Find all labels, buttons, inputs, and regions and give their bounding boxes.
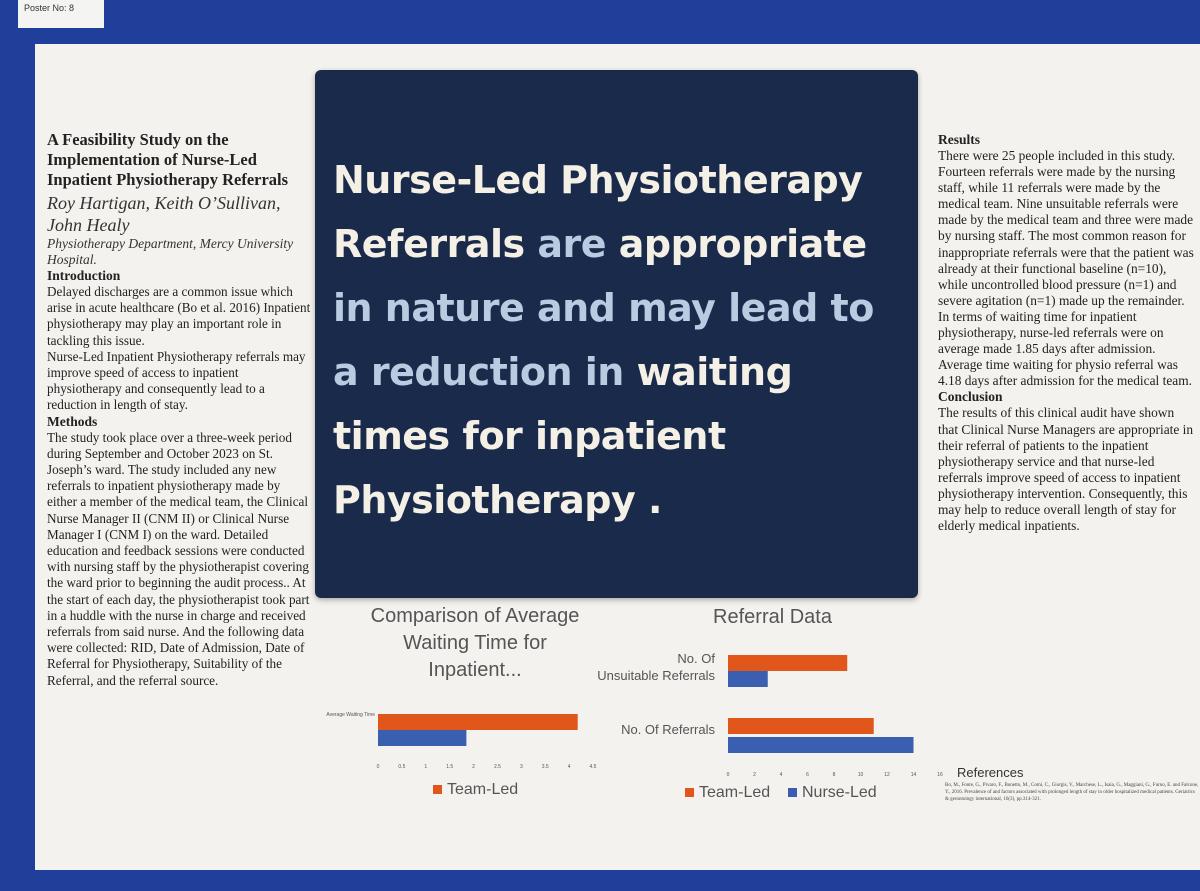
category-label: Average Waiting Time — [326, 712, 375, 718]
x-tick-label: 16 — [937, 772, 943, 778]
left-sections: Introduction Delayed discharges are a com… — [47, 268, 312, 689]
x-tick-label: 0 — [727, 772, 730, 778]
x-tick-label: 6 — [806, 772, 809, 778]
category-label: No. Of Referrals — [621, 722, 715, 737]
x-tick-label: 10 — [858, 772, 864, 778]
paragraph: There were 25 people included in this st… — [938, 148, 1194, 389]
headline-panel — [315, 70, 918, 598]
section-heading: Results — [938, 132, 981, 147]
x-tick-label: 2.5 — [494, 764, 501, 770]
legend-label: Team-Led — [699, 784, 770, 801]
x-tick-label: 1.5 — [446, 764, 453, 770]
x-tick-label: 4 — [568, 764, 571, 770]
headline-segment: are — [537, 222, 606, 266]
poster-number: Poster No: 8 — [18, 0, 104, 28]
bar — [378, 714, 578, 730]
authors: Roy Hartigan, Keith O’Sullivan, John Hea… — [47, 193, 281, 235]
section-heading: Conclusion — [938, 389, 1003, 405]
section-heading: Introduction — [47, 268, 121, 283]
bar — [728, 737, 914, 753]
x-tick-label: 0.5 — [398, 764, 405, 770]
bar — [728, 655, 848, 671]
x-tick-label: 4.5 — [590, 764, 597, 770]
legend-label: Nurse-Led — [802, 784, 877, 801]
x-tick-label: 2 — [472, 764, 475, 770]
category-label: No. Of Unsuitable Referrals — [597, 651, 715, 683]
affiliation: Physiotherapy Department, Mercy Universi… — [47, 236, 294, 267]
headline-segment: in nature and may lead to a reduction in — [333, 286, 874, 394]
headline: Nurse-Led Physiotherapy Referrals are ap… — [333, 148, 893, 532]
references: Bo, M., Fonte, G., Pivaro, F., Bonetto, … — [945, 783, 1199, 802]
x-tick-label: 2 — [753, 772, 756, 778]
headline-segment: Nurse-Led Physiotherapy Referrals — [333, 158, 863, 266]
chart-title: Referral Data — [713, 606, 832, 628]
bar — [728, 671, 768, 687]
references-heading: References — [957, 765, 1024, 780]
legend-swatch — [685, 788, 694, 797]
headline-segment: appropriate — [618, 222, 867, 266]
bar — [378, 730, 467, 746]
legend-swatch — [433, 785, 442, 794]
paragraph: Nurse-Led Inpatient Physiotherapy referr… — [47, 348, 306, 413]
legend-label: Team-Led — [447, 781, 518, 798]
right-column: Results There were 25 people included in … — [938, 132, 1196, 534]
x-tick-label: 3.5 — [542, 764, 549, 770]
x-tick-label: 14 — [911, 772, 917, 778]
section-heading: Methods — [47, 413, 98, 429]
x-tick-label: 4 — [780, 772, 783, 778]
legend-swatch — [788, 788, 797, 797]
x-tick-label: 3 — [520, 764, 523, 770]
paragraph: The results of this clinical audit have … — [938, 405, 1194, 534]
poster-title: A Feasibility Study on the Implementatio… — [47, 130, 289, 189]
bar — [728, 718, 874, 734]
x-tick-label: 8 — [833, 772, 836, 778]
x-tick-label: 0 — [377, 764, 380, 770]
headline-segment: waiting times for inpatient Physiotherap… — [333, 350, 793, 522]
chart-title: Comparison of Average Waiting Time for I… — [370, 605, 580, 681]
paragraph: Delayed discharges are a common issue wh… — [47, 284, 311, 348]
x-tick-label: 12 — [884, 772, 890, 778]
x-tick-label: 1 — [424, 764, 427, 770]
left-column: A Feasibility Study on the Implementatio… — [47, 130, 312, 689]
paragraph: The study took place over a three-week p… — [47, 429, 310, 688]
